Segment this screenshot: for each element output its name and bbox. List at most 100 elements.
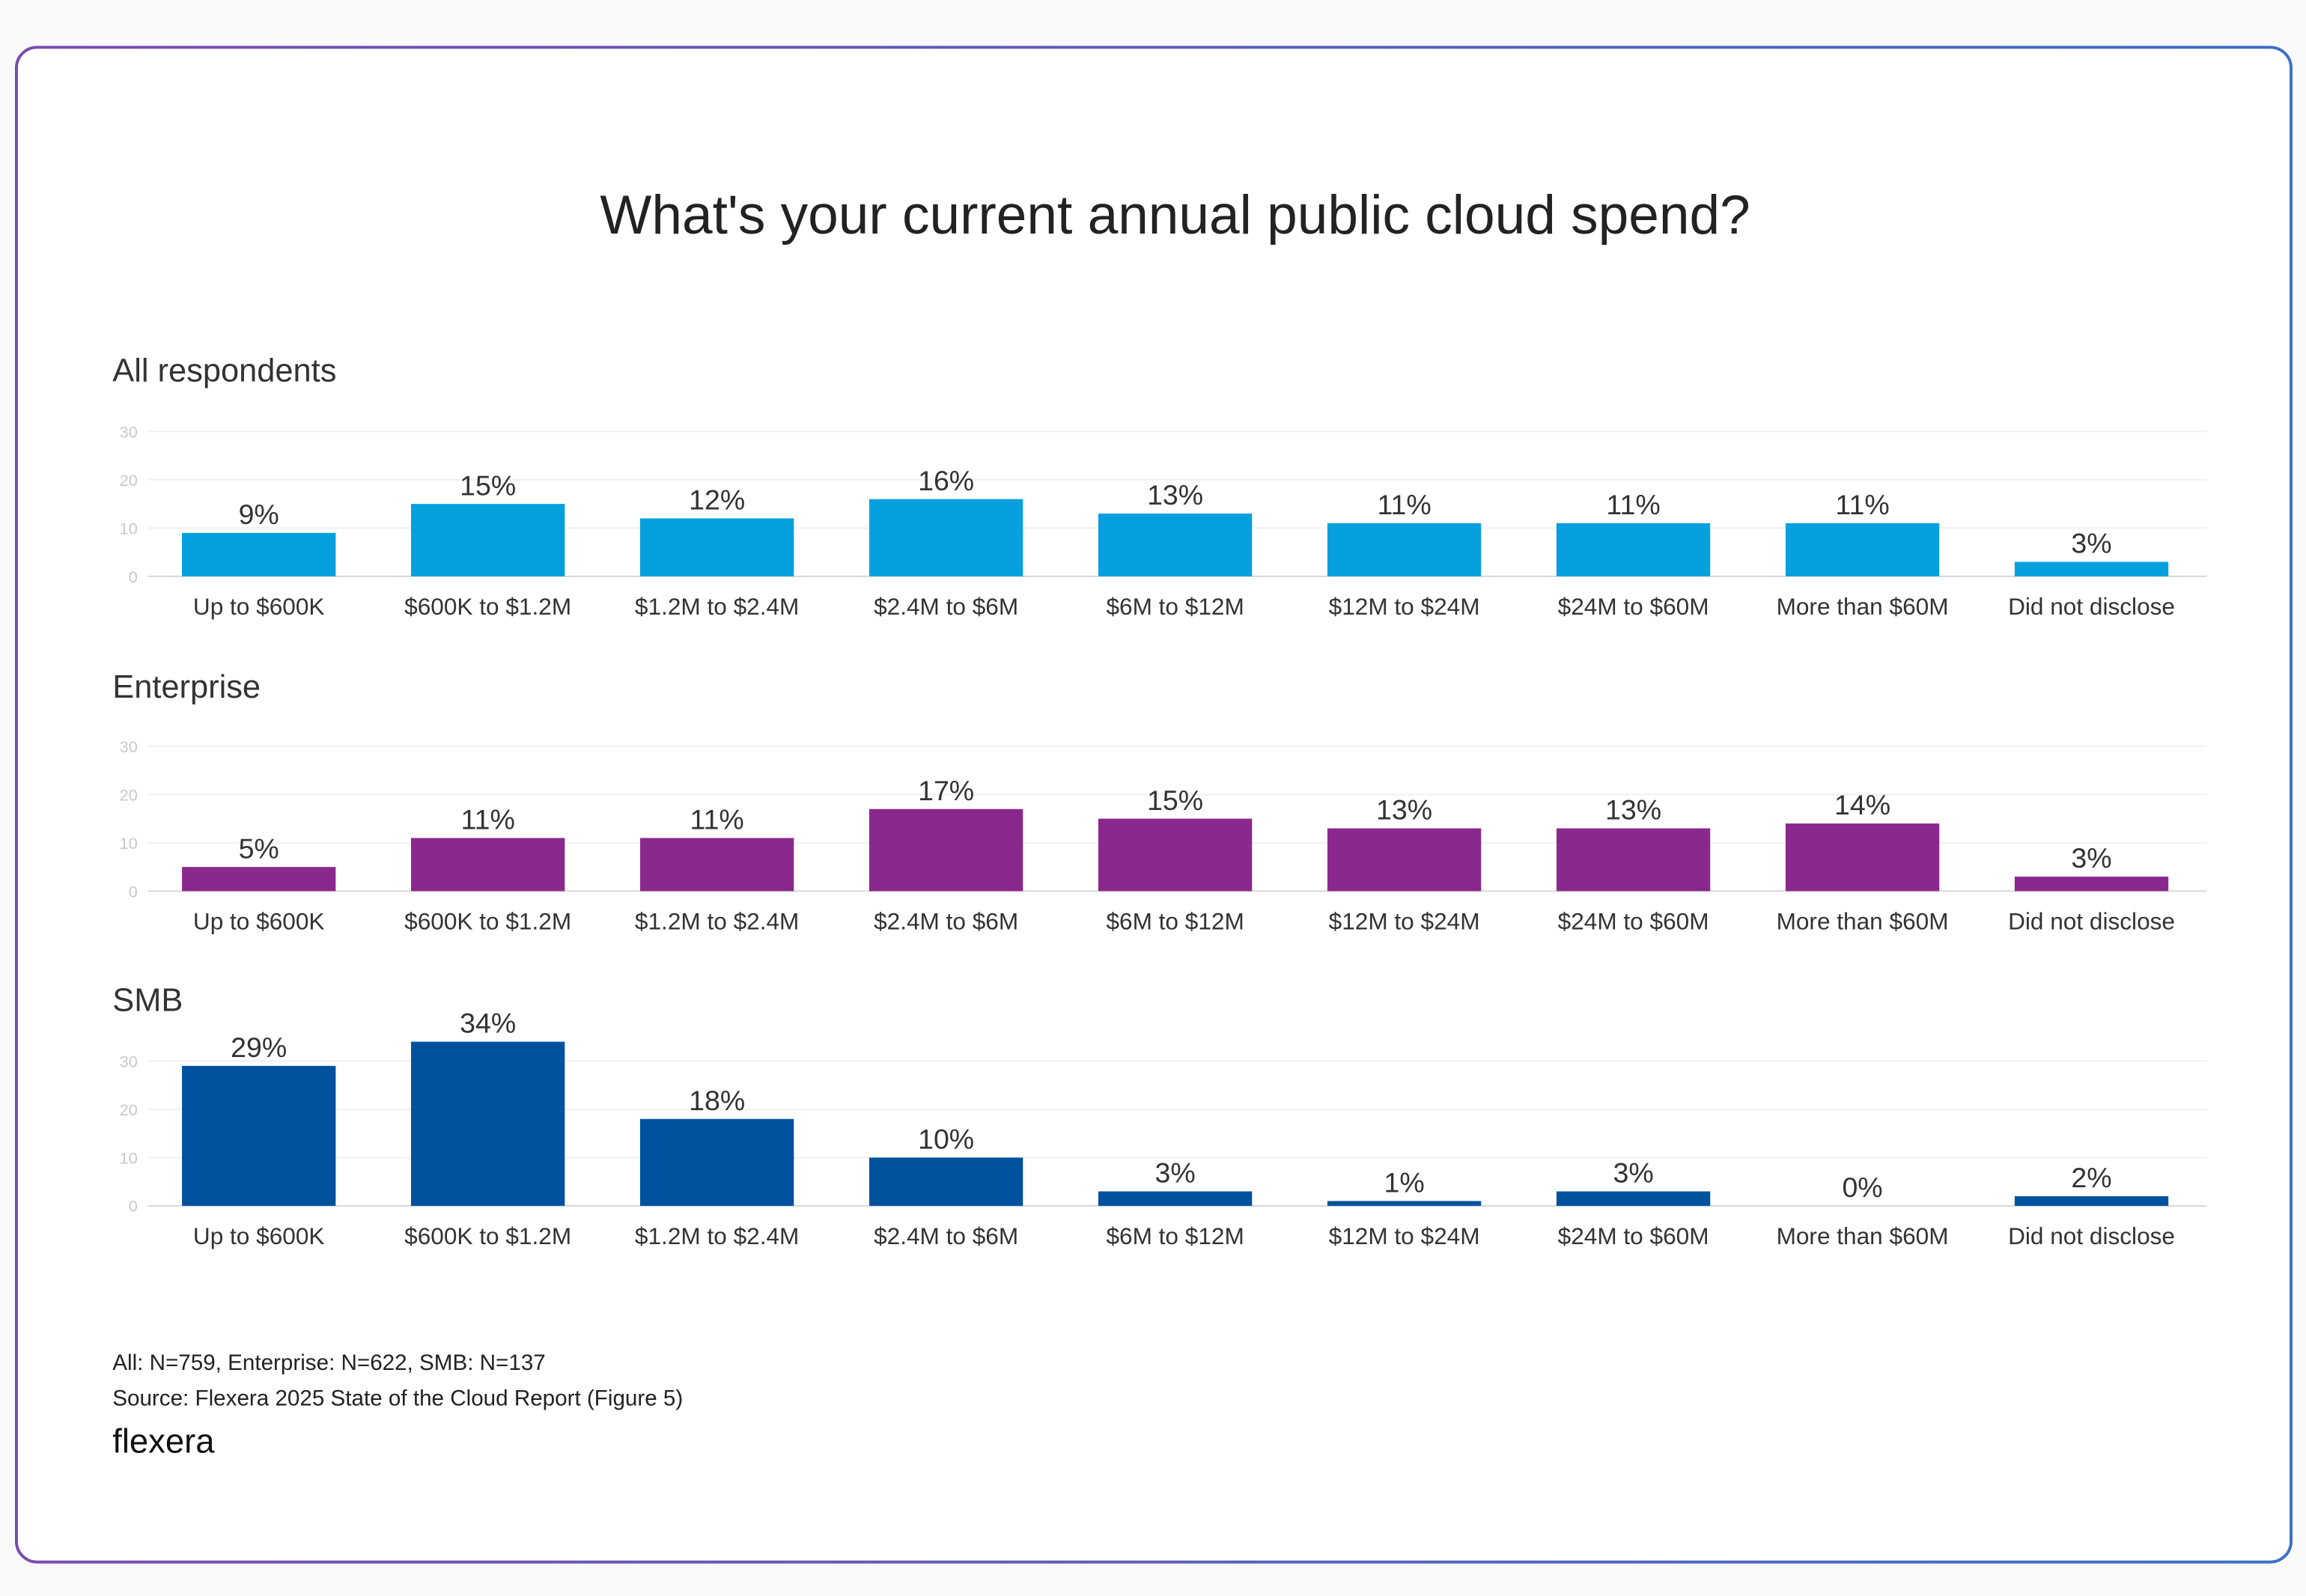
x-tick-label: $600K to $1.2M <box>404 1222 571 1249</box>
bar <box>182 532 336 576</box>
data-label: 3% <box>1155 1157 1196 1189</box>
x-tick-label: Up to $600K <box>193 908 325 935</box>
x-tick-label: $1.2M to $2.4M <box>635 593 799 620</box>
data-label: 5% <box>239 832 279 864</box>
x-tick-label: $6M to $12M <box>1106 908 1244 935</box>
y-tick-label: 10 <box>120 519 138 537</box>
bar <box>1327 1201 1482 1206</box>
x-tick-label: $600K to $1.2M <box>404 908 571 935</box>
x-tick-label: Did not disclose <box>2008 908 2175 935</box>
source-note: Source: Flexera 2025 State of the Cloud … <box>112 1386 683 1410</box>
y-tick-label: 20 <box>120 1100 138 1119</box>
bar <box>1098 514 1253 576</box>
x-tick-label: $6M to $12M <box>1106 593 1244 620</box>
bar <box>1556 1191 1711 1206</box>
data-label: 13% <box>1147 479 1203 511</box>
y-tick-label: 30 <box>120 422 138 441</box>
data-label: 13% <box>1376 794 1432 826</box>
x-tick-label: $1.2M to $2.4M <box>635 908 799 935</box>
bar <box>639 518 794 576</box>
card-border <box>14 46 2293 1564</box>
x-tick-label: $24M to $60M <box>1558 1222 1709 1249</box>
x-tick-label: $12M to $24M <box>1329 593 1480 620</box>
x-tick-label: $12M to $24M <box>1329 908 1480 935</box>
y-tick-label: 10 <box>120 834 138 853</box>
y-tick-label: 20 <box>120 785 138 804</box>
bar <box>2014 561 2169 576</box>
bar <box>411 1041 565 1206</box>
panel-smb: SMB 0 10 20 30 29% Up to $600K 34% $600K to $1.2… <box>112 982 2207 1249</box>
y-tick-label: 20 <box>120 471 138 490</box>
sample-note: All: N=759, Enterprise: N=622, SMB: N=13… <box>112 1350 546 1375</box>
data-label: 10% <box>918 1124 974 1155</box>
data-label: 0% <box>1842 1172 1882 1203</box>
chart-title: What's your current annual public cloud … <box>600 185 1750 246</box>
x-tick-label: Did not disclose <box>2008 1222 2175 1249</box>
data-label: 13% <box>1605 794 1661 826</box>
bar <box>868 1157 1023 1206</box>
bar <box>868 499 1023 576</box>
y-tick-label: 0 <box>129 1197 138 1216</box>
x-tick-label: $1.2M to $2.4M <box>635 1222 799 1249</box>
x-tick-label: Did not disclose <box>2008 593 2175 620</box>
panel-enterprise: Enterprise 0 10 20 30 5% Up to $600K 11% $600K t… <box>112 669 2207 935</box>
x-tick-label: Up to $600K <box>193 593 325 620</box>
bar <box>639 838 794 892</box>
x-tick-label: More than $60M <box>1777 1222 1949 1249</box>
x-tick-label: More than $60M <box>1777 593 1949 620</box>
x-tick-label: $12M to $24M <box>1329 1222 1480 1249</box>
x-tick-label: $6M to $12M <box>1106 1222 1244 1249</box>
x-tick-label: $2.4M to $6M <box>874 1222 1018 1249</box>
bar <box>1556 523 1711 576</box>
bar <box>1327 523 1482 576</box>
bar <box>182 867 336 892</box>
data-label: 1% <box>1384 1167 1424 1198</box>
panel-all-respondents: All respondents 0 10 20 30 9% Up to $600K 15% $6… <box>112 353 2207 620</box>
x-tick-label: Up to $600K <box>193 1222 325 1249</box>
bar <box>182 1065 336 1206</box>
panel-title: Enterprise <box>112 669 261 705</box>
data-label: 17% <box>918 775 974 806</box>
panel-title: SMB <box>112 982 183 1018</box>
data-label: 29% <box>231 1032 287 1063</box>
data-label: 11% <box>690 804 744 835</box>
data-label: 3% <box>2071 528 2111 559</box>
data-label: 12% <box>689 484 745 516</box>
data-label: 11% <box>1377 489 1431 520</box>
bar <box>2014 877 2169 892</box>
bar <box>1556 828 1711 892</box>
data-label: 34% <box>460 1008 516 1039</box>
x-tick-label: $24M to $60M <box>1558 593 1709 620</box>
flexera-logo: flexera <box>112 1422 215 1461</box>
data-label: 2% <box>2071 1162 2111 1193</box>
data-label: 11% <box>1606 489 1660 520</box>
y-tick-label: 30 <box>120 1052 138 1070</box>
bar <box>1785 523 1940 576</box>
data-label: 14% <box>1834 789 1890 820</box>
x-tick-label: $600K to $1.2M <box>404 593 571 620</box>
y-tick-label: 30 <box>120 737 138 756</box>
bar <box>411 504 565 576</box>
y-tick-label: 0 <box>129 567 138 586</box>
data-label: 11% <box>1835 489 1889 520</box>
bar <box>868 808 1023 892</box>
data-label: 11% <box>461 804 515 835</box>
bar <box>2014 1196 2169 1206</box>
panel-title: All respondents <box>112 353 336 389</box>
bar <box>411 838 565 892</box>
data-label: 18% <box>689 1085 745 1116</box>
data-label: 3% <box>2071 842 2111 874</box>
x-tick-label: $2.4M to $6M <box>874 908 1018 935</box>
data-label: 15% <box>1147 785 1203 816</box>
data-label: 16% <box>918 465 974 496</box>
y-tick-label: 10 <box>120 1148 138 1167</box>
x-tick-label: $24M to $60M <box>1558 908 1709 935</box>
bar <box>1785 823 1940 892</box>
bar <box>639 1118 794 1206</box>
bar <box>1098 1191 1253 1206</box>
bar <box>1327 828 1482 892</box>
data-label: 15% <box>460 469 516 501</box>
x-tick-label: $2.4M to $6M <box>874 593 1018 620</box>
y-tick-label: 0 <box>129 882 138 901</box>
